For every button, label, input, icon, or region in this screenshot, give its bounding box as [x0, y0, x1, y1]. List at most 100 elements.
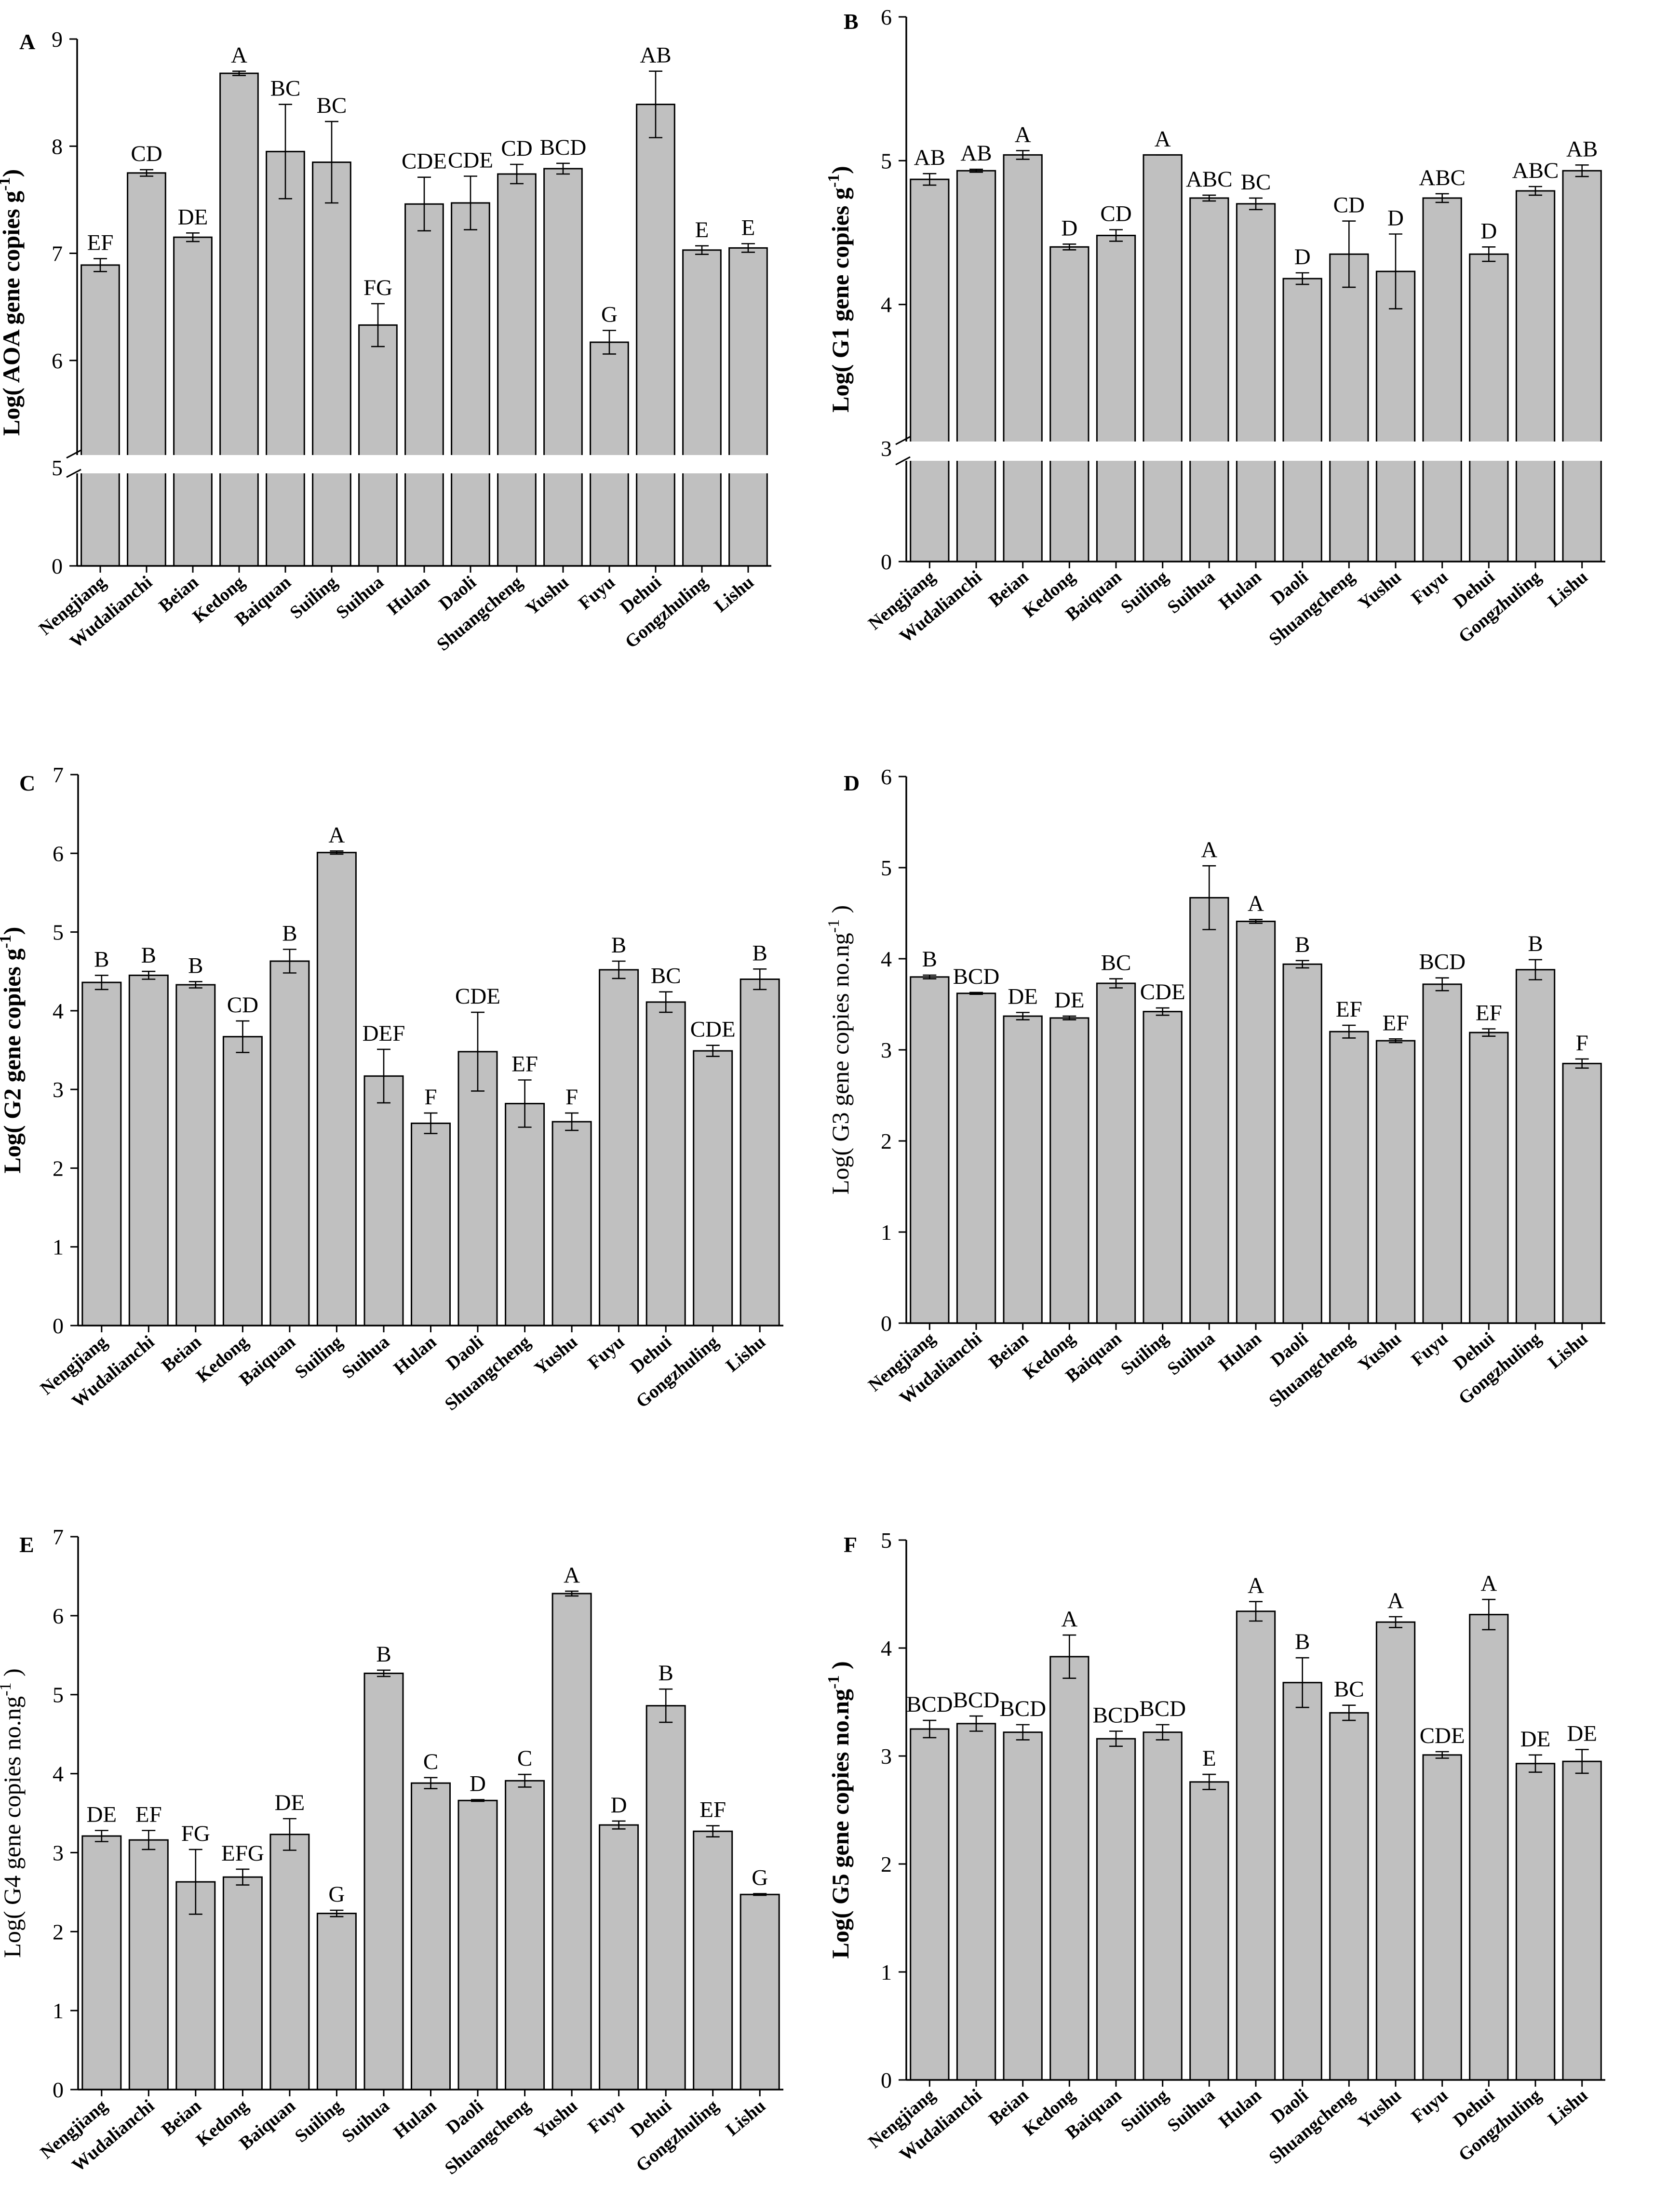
error-bar [1295, 272, 1309, 285]
error-bar [424, 1112, 438, 1134]
bar-undefined [551, 1121, 592, 1327]
significance-letter: EF [511, 1052, 538, 1077]
bar-undefined [451, 202, 490, 567]
bar-undefined [404, 203, 444, 567]
bar-undefined [269, 960, 310, 1327]
error-bar [232, 70, 246, 76]
significance-letter: EF [87, 230, 114, 255]
category-label: Suiling [1117, 567, 1172, 618]
y-axis-label-end: ) [0, 169, 25, 177]
y-tick-label: 4 [881, 293, 892, 317]
y-tick-label: 2 [881, 1129, 892, 1153]
error-bar [1016, 150, 1030, 160]
significance-letter: BC [270, 76, 301, 101]
error-bar [1575, 1058, 1589, 1069]
significance-letter: D [470, 1771, 486, 1796]
error-bar [1202, 865, 1216, 930]
significance-letter: BCD [540, 135, 587, 160]
bar-undefined [128, 1839, 169, 2091]
y-axis-label-sup: -1 [825, 174, 843, 188]
y-axis-label: Log( G2 gene copies g-1) [0, 927, 26, 1174]
y-axis-label-main: Log( G4 gene copies no.ng [0, 1696, 26, 1958]
error-bar [1202, 194, 1216, 202]
bar-undefined [316, 852, 357, 1327]
panel-label: D [844, 771, 860, 795]
y-tick-label: 5 [52, 456, 63, 480]
error-bar [1156, 1007, 1170, 1016]
bar-undefined [1189, 197, 1229, 563]
bar-undefined [1375, 1621, 1416, 2081]
y-axis-label-sup: -1 [0, 1682, 14, 1696]
y-tick-label: 4 [53, 999, 64, 1023]
bar-undefined [1515, 190, 1556, 563]
bar-undefined [175, 984, 216, 1327]
bar-undefined [1562, 1760, 1602, 2081]
y-axis-label-sup: -1 [0, 935, 14, 948]
category-label: Hulan [390, 1332, 441, 1379]
error-bar [236, 1868, 250, 1886]
significance-letter: ABC [1186, 167, 1233, 192]
bar-undefined [543, 168, 583, 567]
significance-letter: BC [317, 93, 347, 118]
bar-undefined [1236, 203, 1276, 563]
bar-undefined [312, 161, 351, 567]
significance-letter: EF [1383, 1010, 1409, 1035]
category-label: Yushu [1355, 567, 1405, 614]
error-bar [188, 981, 202, 989]
error-bar [1016, 1012, 1030, 1020]
error-bar [603, 330, 616, 355]
significance-letter: BC [1101, 951, 1131, 976]
category-label: Suiling [291, 2096, 346, 2147]
panel-label: C [19, 771, 35, 795]
bar-undefined [173, 236, 213, 567]
y-tick-label: 6 [53, 1604, 64, 1628]
category-label: Fuyu [1408, 567, 1452, 608]
chart-panel-c: BNengjiangBWudalianchiBBeianCDKedongBBai… [0, 763, 783, 1415]
y-tick-label: 1 [53, 1235, 64, 1260]
category-label: Lishu [711, 572, 758, 617]
y-tick-label: 4 [881, 1636, 892, 1661]
error-bar [1109, 1730, 1123, 1747]
error-bar [282, 1818, 296, 1851]
significance-letter: CDE [1420, 1723, 1465, 1748]
bar-undefined [1003, 1731, 1043, 2081]
y-axis-label: Log( G3 gene copies no.ng-1 ) [825, 905, 854, 1194]
significance-letter: CDE [455, 984, 500, 1009]
y-tick-label: 5 [53, 920, 64, 945]
significance-letter: B [94, 947, 109, 972]
bar-undefined [363, 1075, 404, 1327]
bar-undefined [1049, 1017, 1089, 1324]
bar-undefined [910, 976, 950, 1324]
bar-undefined [1329, 253, 1369, 563]
y-tick-label: 6 [881, 5, 892, 29]
y-axis-label-main: Log( G5 gene copies no.ng [827, 1689, 854, 1959]
error-bar [923, 173, 937, 186]
significance-letter: AB [960, 141, 992, 166]
y-axis-label-main: Log( G1 gene copies g [827, 188, 854, 413]
y-axis-label-end: ) [827, 1661, 854, 1675]
bar-undefined [363, 1673, 404, 2091]
category-label: Suiling [1117, 1328, 1172, 1380]
significance-letter: DEF [363, 1021, 405, 1046]
error-bar [649, 70, 662, 138]
error-bar [741, 243, 755, 253]
error-bar [1575, 164, 1589, 177]
bar-undefined [682, 249, 722, 567]
bar-undefined [219, 72, 259, 567]
bar-undefined [956, 1723, 996, 2081]
category-label: Suihua [338, 2096, 393, 2147]
y-axis-label-end: ) [0, 927, 26, 935]
error-bar [279, 104, 292, 200]
y-tick-label: 7 [53, 763, 64, 787]
error-bar [142, 970, 156, 980]
significance-letter: B [376, 1642, 391, 1667]
error-bar [969, 168, 983, 173]
error-bar [518, 1079, 532, 1128]
bar-undefined [1329, 1031, 1369, 1324]
significance-letter: A [1155, 126, 1171, 151]
error-bar [330, 1909, 344, 1917]
category-label: Suiling [286, 572, 341, 623]
y-tick-label: 5 [53, 1683, 64, 1707]
significance-letter: BCD [1419, 950, 1466, 975]
bar-undefined [910, 1728, 950, 2081]
